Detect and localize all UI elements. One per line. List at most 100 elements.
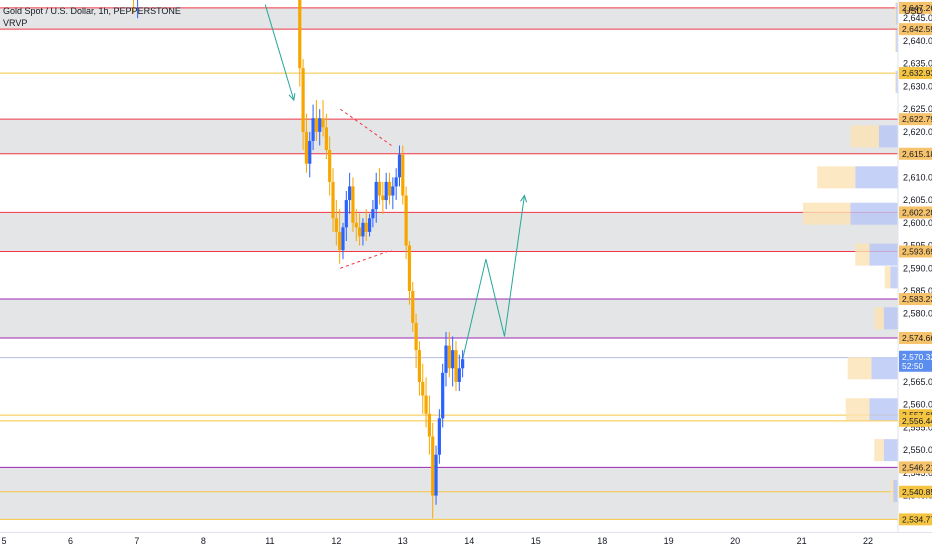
candle-body <box>338 231 342 251</box>
candle-body <box>397 154 402 178</box>
volume-bar-down <box>895 29 897 52</box>
price-zone <box>0 119 898 154</box>
level-badge <box>899 206 932 219</box>
candle-body <box>364 222 368 232</box>
level-badge-label: 2,593.69 <box>902 246 932 256</box>
candle-body <box>404 195 408 246</box>
time-axis: 5 6 7 8 11 12 13 14 15 18 19 20 21 22 <box>1 536 873 546</box>
candle-body <box>434 454 438 496</box>
price-zone <box>0 7 898 30</box>
time-tick-label: 11 <box>265 536 274 546</box>
level-badge <box>899 485 932 498</box>
volume-bar-up <box>890 266 898 289</box>
volume-bar-down <box>855 243 870 266</box>
time-tick-label: 20 <box>730 536 740 546</box>
time-tick-label: 14 <box>464 536 474 546</box>
price-tick-label: 2,610.00 <box>903 172 932 182</box>
price-badges: 2,647.26 2,642.59 2,632.93 2,622.79 2,615.18… <box>899 1 932 526</box>
price-zone <box>0 299 898 339</box>
candle-body <box>421 381 425 396</box>
chart-title: Gold Spot / U.S. Dollar, 1h, PEPPERSTONE <box>3 6 181 16</box>
candle-body <box>311 118 315 141</box>
time-tick-label: 21 <box>797 536 807 546</box>
price-tick-label: 2,620.00 <box>903 127 932 137</box>
candle-body <box>441 372 445 419</box>
candle-body <box>417 350 422 382</box>
volume-profile <box>803 2 898 503</box>
candle-body <box>391 186 395 196</box>
volume-bar-down <box>817 166 856 189</box>
candle-body <box>387 181 392 196</box>
price-tick-label: 2,640.00 <box>903 36 932 46</box>
price-tick-label: 2,630.00 <box>903 81 932 91</box>
price-tick-label: 2,635.00 <box>903 59 932 69</box>
level-lines <box>0 7 898 520</box>
level-badge-label: 2,556.44 <box>902 416 932 426</box>
volume-bar-up <box>883 307 898 330</box>
candle-body <box>298 0 302 69</box>
time-tick-label: 15 <box>531 536 541 546</box>
candle-body <box>444 345 448 373</box>
price-tick-label: 2,585.00 <box>903 286 932 296</box>
candle-body <box>314 118 318 132</box>
indicator-label[interactable]: VRVP <box>3 18 28 28</box>
candle-body <box>424 395 428 414</box>
candle-body <box>344 200 348 228</box>
volume-bar-up <box>855 166 898 189</box>
level-badge <box>899 461 932 474</box>
volume-bar-down <box>895 2 897 25</box>
time-tick-label: 8 <box>201 536 206 546</box>
volume-bar-up <box>883 439 898 462</box>
volume-bar-up <box>896 29 898 52</box>
level-badge <box>899 332 932 345</box>
projection-path <box>462 195 525 360</box>
volume-bar-down <box>895 70 897 93</box>
price-tick-label: 2,550.00 <box>903 445 932 455</box>
level-badge-label: 2,540.85 <box>902 487 932 497</box>
candles <box>133 0 465 519</box>
price-tick-label: 2,555.00 <box>903 422 932 432</box>
volume-bar-down <box>847 357 872 380</box>
volume-bar-down <box>850 125 879 148</box>
candle-body <box>411 291 415 323</box>
price-tick-label: 2,560.00 <box>903 400 932 410</box>
last-price-label: 2,570.32 <box>902 352 932 362</box>
candle-body <box>451 350 455 369</box>
time-tick-label: 5 <box>1 536 6 546</box>
candle-body <box>454 350 458 382</box>
candle-body <box>427 413 431 437</box>
candle-body <box>328 150 332 182</box>
time-tick-label: 22 <box>863 536 873 546</box>
volume-bar-down <box>890 480 894 503</box>
level-badge-label: 2,642.59 <box>902 24 932 34</box>
candle-body <box>374 181 378 210</box>
level-badge <box>899 414 932 427</box>
last-price-badge <box>899 350 932 372</box>
volume-bar-down <box>803 202 851 225</box>
level-badge <box>899 245 932 258</box>
time-tick-label: 12 <box>331 536 341 546</box>
currency-label[interactable]: USD <box>904 6 924 16</box>
level-badge-label: 2,574.66 <box>902 333 932 343</box>
candle-body <box>348 186 352 201</box>
candle-body <box>447 345 451 369</box>
triangle-line <box>340 249 392 269</box>
volume-bar-up <box>871 357 898 380</box>
volume-bar-down <box>845 398 870 421</box>
volume-bar-up <box>850 202 898 225</box>
candle-body <box>324 127 328 151</box>
volume-bar-up <box>869 398 898 421</box>
volume-bar-down <box>874 439 884 462</box>
projection-path <box>264 4 295 101</box>
candle-body <box>308 140 312 164</box>
candle-body <box>301 68 305 132</box>
candle-body <box>377 181 382 196</box>
price-zones <box>0 7 898 520</box>
time-tick-label: 18 <box>597 536 607 546</box>
volume-bar-up <box>896 2 898 25</box>
candle-body <box>367 218 372 232</box>
level-badge <box>899 113 932 126</box>
drawings <box>264 4 528 360</box>
level-badge <box>899 23 932 36</box>
